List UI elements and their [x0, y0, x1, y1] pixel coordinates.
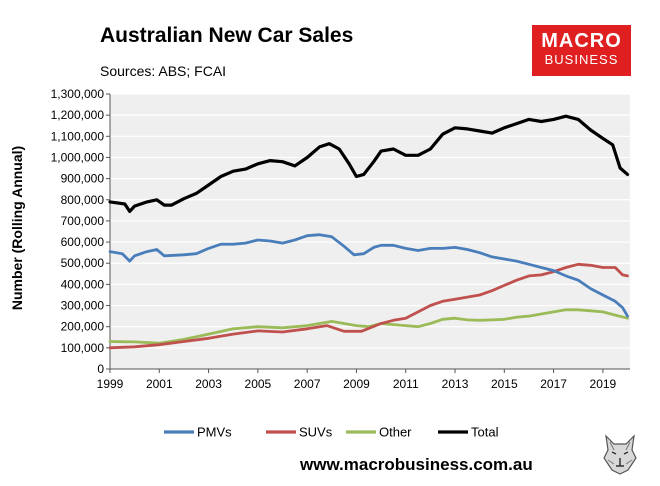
x-tick-label: 2003 [195, 377, 222, 391]
y-tick-label: 0 [97, 362, 104, 376]
y-tick-label: 1,100,000 [51, 129, 105, 143]
x-tick-label: 2001 [146, 377, 173, 391]
series-line-pmvs [108, 233, 629, 318]
gridlines [110, 93, 630, 349]
chart-subtitle: Sources: ABS; FCAI [100, 63, 227, 79]
wolf-icon [603, 434, 637, 475]
y-tick-label: 200,000 [61, 320, 105, 334]
plot-area [110, 94, 630, 369]
series-line-total [108, 114, 630, 213]
y-tick-label: 100,000 [61, 341, 105, 355]
y-tick-label: 1,000,000 [51, 150, 105, 164]
y-tick-label: 700,000 [61, 214, 105, 228]
legend-label: Total [471, 425, 499, 440]
series-line-suvs [108, 262, 629, 350]
footer-url: www.macrobusiness.com.au [300, 455, 533, 474]
y-tick-label: 1,300,000 [51, 87, 105, 101]
x-tick-label: 2017 [540, 377, 567, 391]
legend: PMVs SUVs Other Total [164, 425, 499, 440]
x-tick-label: 2005 [245, 377, 272, 391]
legend-label: Other [379, 425, 412, 440]
y-tick-label: 900,000 [61, 172, 105, 186]
x-axis: 1999 2001 2003 2005 2007 2009 2011 2013 2015 2017… [97, 368, 630, 391]
y-axis-label: Number (Rolling Annual) [9, 146, 25, 310]
chart-title: Australian New Car Sales [100, 24, 354, 47]
series-lines [108, 114, 630, 350]
y-tick-label: 300,000 [61, 299, 105, 313]
logo-line-1: MACRO [541, 30, 622, 52]
x-tick-label: 1999 [97, 377, 124, 391]
logo-line-2: BUSINESS [544, 52, 619, 67]
x-tick-label: 2015 [491, 377, 518, 391]
y-tick-label: 400,000 [61, 277, 105, 291]
legend-label: SUVs [299, 425, 333, 440]
series-line-other [108, 308, 629, 345]
y-tick-label: 800,000 [61, 193, 105, 207]
y-tick-label: 500,000 [61, 256, 105, 270]
x-tick-label: 2013 [442, 377, 469, 391]
legend-label: PMVs [197, 425, 232, 440]
y-tick-label: 1,200,000 [51, 108, 105, 122]
brand-logo: MACRO BUSINESS [532, 25, 631, 76]
y-axis: 0 100,000 200,000 300,000 400,000 500,000 600,… [51, 87, 111, 376]
y-tick-label: 600,000 [61, 235, 105, 249]
x-tick-label: 2019 [590, 377, 617, 391]
x-tick-label: 2007 [294, 377, 321, 391]
x-tick-label: 2009 [343, 377, 370, 391]
x-tick-label: 2011 [393, 377, 419, 391]
